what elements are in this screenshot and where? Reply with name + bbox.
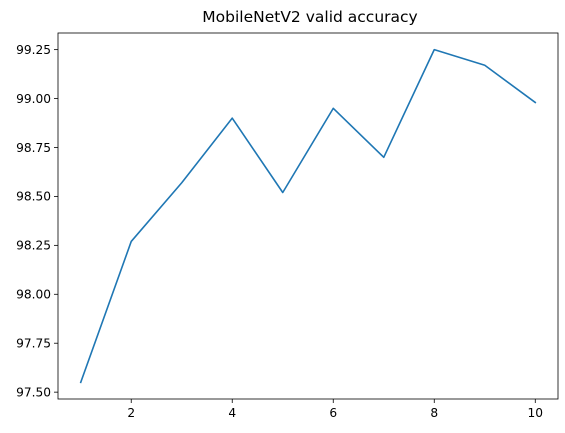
y-tick-label: 97.75 xyxy=(16,337,51,351)
y-tick-label: 98.50 xyxy=(16,190,51,204)
y-tick-label: 98.25 xyxy=(16,239,51,253)
y-tick-label: 98.00 xyxy=(16,288,51,302)
chart-title: MobileNetV2 valid accuracy xyxy=(202,8,417,26)
x-tick-label: 8 xyxy=(430,406,438,420)
y-tick-label: 97.50 xyxy=(16,385,51,399)
plot-area: 2 4 6 8 10 97.50 97.75 98.00 98.25 98.50 98.75 99.0… xyxy=(16,43,543,420)
x-tick-label: 2 xyxy=(127,406,135,420)
y-tick-label: 98.75 xyxy=(16,141,51,155)
plot-frame xyxy=(57,32,559,400)
y-tick-label: 99.00 xyxy=(16,92,51,106)
x-tick-label: 10 xyxy=(528,406,544,420)
series-line xyxy=(79,48,537,384)
x-tick-label: 4 xyxy=(228,406,236,420)
y-tick-label: 99.25 xyxy=(16,43,51,57)
x-tick-label: 6 xyxy=(329,406,337,420)
